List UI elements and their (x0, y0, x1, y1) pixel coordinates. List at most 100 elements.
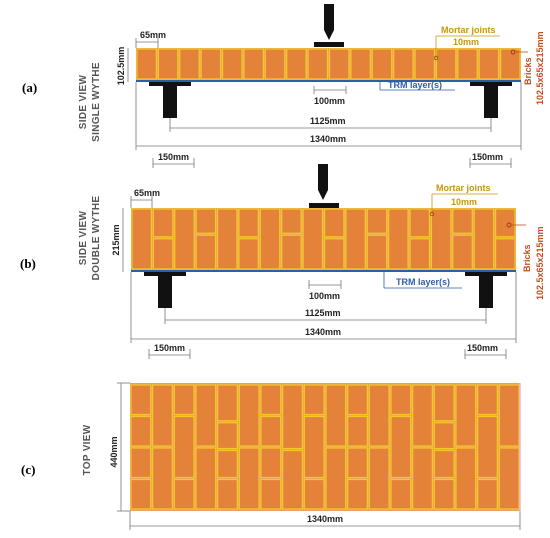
panel-c: (c) TOP VIEW 440mm 1340mm (21, 382, 521, 530)
panel-a-mortar-label: Mortar joints (441, 25, 496, 35)
brick (302, 208, 324, 270)
brick (152, 447, 173, 510)
brick (366, 208, 388, 234)
panel-b-left-overhang: 150mm (154, 343, 185, 353)
brick (216, 208, 238, 270)
panel-b-length-dim: 1340mm (305, 327, 341, 337)
panel-a-brick-dim: 65mm (140, 30, 166, 40)
panel-c-width-dim: 440mm (109, 436, 119, 467)
brick (412, 447, 433, 510)
brick (152, 208, 174, 238)
panel-b-view-title-2: DOUBLE WYTHE (91, 196, 102, 281)
panel-a-length-dim: 1340mm (310, 134, 346, 144)
brick (259, 208, 281, 270)
brick (409, 208, 431, 238)
panel-b-bricks (131, 208, 516, 270)
brick (260, 447, 282, 479)
panel-b-trm-label: TRM layer(s) (396, 277, 450, 287)
brick (243, 48, 264, 80)
panel-b-span-dim: 1125mm (305, 308, 341, 318)
brick (347, 415, 368, 447)
panel-a-view-title-1: SIDE VIEW (78, 75, 89, 130)
panel-a-height-dim: 102.5mm (116, 47, 126, 86)
brick (238, 447, 260, 510)
brick (368, 384, 390, 447)
panel-b-actuator (318, 164, 328, 190)
brick (238, 208, 259, 238)
panel-b-height-dim: 215mm (111, 224, 121, 255)
brick (281, 234, 302, 270)
panel-a: (a) SIDE VIEW SINGLE WYTHE 65mm 102.5mm … (22, 4, 545, 168)
panel-a-left-support (163, 86, 177, 118)
brick (303, 415, 325, 479)
brick (264, 48, 286, 80)
brick (217, 478, 238, 510)
brick (200, 48, 222, 80)
brick (195, 447, 217, 510)
brick (498, 384, 520, 447)
brick (477, 415, 498, 479)
panel-a-actuator (324, 4, 334, 30)
brick (390, 478, 412, 510)
brick (414, 48, 436, 80)
panel-a-bricks (136, 48, 521, 80)
brick (130, 384, 152, 416)
brick (260, 415, 282, 447)
brick (173, 478, 195, 510)
brick (195, 384, 217, 447)
brick (217, 384, 238, 422)
brick (282, 384, 303, 450)
brick (303, 384, 325, 416)
brick (303, 478, 325, 510)
brick (477, 384, 498, 416)
brick (478, 48, 500, 80)
brick (457, 48, 478, 80)
panel-c-label: (c) (21, 462, 35, 477)
brick (495, 238, 516, 270)
brick (217, 422, 238, 450)
panel-b-view-title-1: SIDE VIEW (78, 211, 89, 266)
brick (368, 447, 390, 510)
panel-a-left-support-plate (149, 82, 191, 86)
panel-b-beam (131, 208, 516, 270)
brick (452, 208, 473, 234)
brick (260, 478, 282, 510)
brick (238, 238, 259, 270)
brick (238, 384, 260, 447)
panel-a-actuator-tip (324, 30, 334, 40)
panel-a-loading-dim: 100mm (314, 96, 345, 106)
panel-a-right-overhang: 150mm (472, 152, 503, 162)
panel-b-mortar-label: Mortar joints (436, 183, 491, 193)
brick (195, 208, 217, 234)
panel-a-right-support (484, 86, 498, 118)
brick (430, 208, 452, 270)
brick (173, 384, 195, 416)
brick (433, 384, 455, 422)
brick (217, 449, 238, 479)
panel-a-mortar-size: 10mm (453, 37, 479, 47)
panel-a-left-overhang: 150mm (158, 152, 189, 162)
brick (388, 208, 409, 270)
brick (152, 384, 173, 447)
panel-a-span-dim: 1125mm (310, 116, 346, 126)
brick (173, 415, 195, 479)
panel-c-slab (130, 383, 520, 511)
brick (500, 48, 521, 80)
panel-b-bricks-label: Bricks (522, 244, 532, 272)
panel-a-view-title-2: SINGLE WYTHE (91, 62, 102, 142)
panel-b-right-support-plate (465, 272, 507, 276)
panel-b-loading-dim: 100mm (309, 291, 340, 301)
panel-a-bricks-label: Bricks (523, 57, 533, 85)
panel-a-trm-label: TRM layer(s) (388, 80, 442, 90)
brick (347, 478, 368, 510)
brick (473, 208, 495, 270)
panel-b-label: (b) (20, 256, 36, 271)
brick (174, 208, 195, 270)
brick (347, 447, 368, 479)
brick (195, 234, 217, 270)
panel-b-actuator-tip (318, 190, 328, 200)
panel-b-bricks-size: 102.5x65x215mm (535, 226, 545, 300)
brick (390, 384, 412, 416)
panel-b-brick-dim: 65mm (134, 188, 160, 198)
